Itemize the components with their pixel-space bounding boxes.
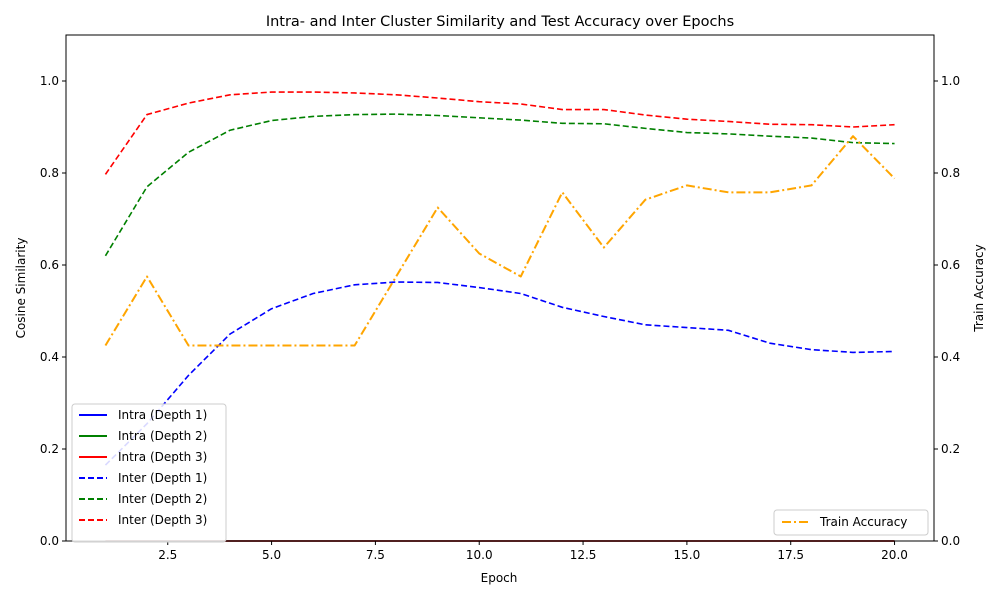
y-tick-label-left: 0.8 [40,166,59,180]
legend-right-box [773,509,929,536]
series-line-inter-depth-1 [104,281,895,466]
y-tick-label-left: 1.0 [40,74,59,88]
y-tick-label-left: 0.6 [40,258,59,272]
legend-label: Train Accuracy [819,515,907,529]
legend-label: Intra (Depth 3) [118,450,207,464]
series-line-train-accuracy [104,135,896,347]
legend-label: Intra (Depth 2) [118,429,207,443]
y-tick-label-right: 0.2 [941,442,960,456]
series-line-inter-depth-3 [104,91,895,175]
y-tick-label-right: 0.8 [941,166,960,180]
legend-left-box [71,403,227,543]
y-tick-label-left: 0.2 [40,442,59,456]
legend-left: Intra (Depth 1) Intra (Depth 2) Intra (Dep… [71,403,227,543]
x-tick-label: 15.0 [674,548,701,562]
y-axis-label-left: Cosine Similarity [14,238,28,339]
y-tick-label-right: 0.6 [941,258,960,272]
x-tick-label: 17.5 [777,548,804,562]
x-tick-label: 20.0 [881,548,908,562]
x-tick-label: 12.5 [570,548,597,562]
y-axis-label-right: Train Accuracy [972,244,986,332]
x-tick-label: 5.0 [262,548,281,562]
y-tick-label-right: 0.0 [941,534,960,548]
x-tick-label: 10.0 [466,548,493,562]
chart-title: Intra- and Inter Cluster Similarity and … [266,14,734,30]
axes-frame [65,34,935,542]
y-tick-label-left: 0.0 [40,534,59,548]
x-axis-label: Epoch [481,571,518,585]
series-line-inter-depth-2 [104,113,895,257]
axes: 2.5 5.0 7.5 10.0 12.5 15.0 17.5 20.0 0.0 0.2 0.4 0.… [40,34,960,562]
legend-right: Train Accuracy [773,509,929,536]
x-tick-label: 2.5 [158,548,177,562]
y-tick-label-right: 0.4 [941,350,960,364]
legend-label: Inter (Depth 3) [118,513,207,527]
legend-label: Inter (Depth 1) [118,471,207,485]
x-tick-label: 7.5 [366,548,385,562]
y-tick-label-left: 0.4 [40,350,59,364]
y-tick-label-right: 1.0 [941,74,960,88]
legend-label: Intra (Depth 1) [118,408,207,422]
legend-label: Inter (Depth 2) [118,492,207,506]
